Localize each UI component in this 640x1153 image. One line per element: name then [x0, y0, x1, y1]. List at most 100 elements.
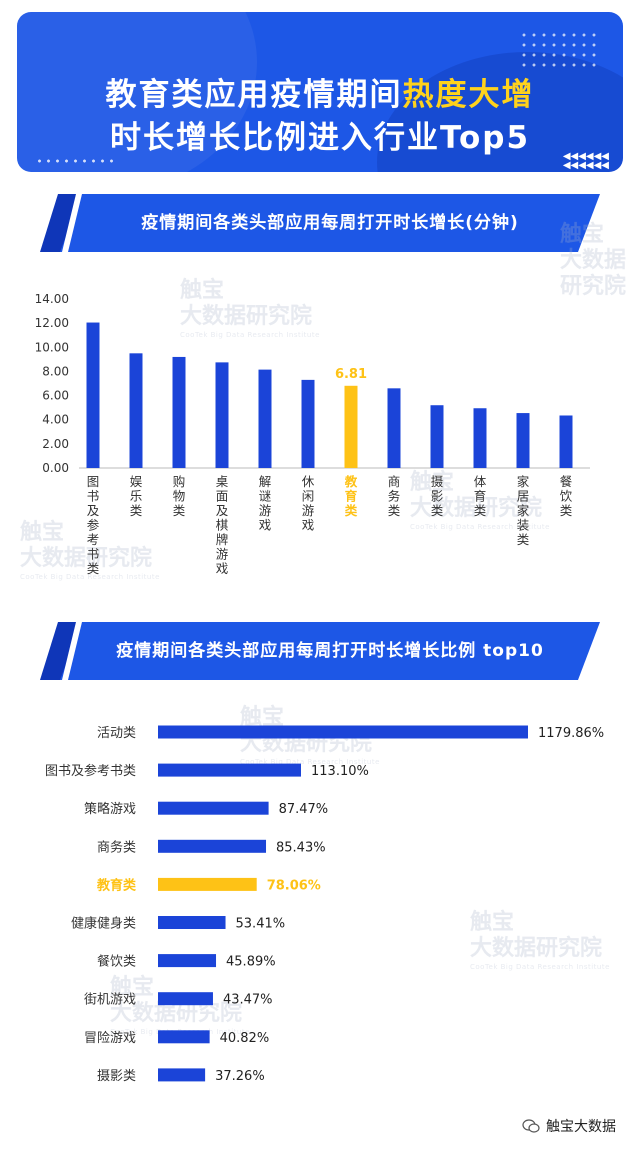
x-tick-label: 游	[302, 503, 315, 518]
data-label: 43.47%	[223, 993, 273, 1008]
x-tick-label: 书	[87, 489, 100, 504]
y-tick-label: 2.00	[42, 437, 69, 451]
y-tick-label: 教育类	[96, 877, 137, 893]
chart2-title: 疫情期间各类头部应用每周打开时长增长比例 top10	[116, 641, 544, 661]
x-tick-label: 类	[560, 503, 573, 518]
x-tick-label: 装	[517, 518, 530, 533]
page-title-line1: 教育类应用疫情期间热度大增	[17, 69, 623, 114]
x-tick-label: 类	[474, 503, 487, 518]
footer-brand-text: 触宝大数据	[546, 1119, 616, 1135]
x-tick-label: 桌	[216, 474, 229, 489]
page-title-line2: 时长增长比例进入行业Top5	[109, 120, 531, 156]
x-tick-label: 戏	[216, 561, 229, 576]
data-label: 78.06%	[267, 878, 321, 893]
chart2-title-bar: 疫情期间各类头部应用每周打开时长增长比例 top10	[40, 622, 600, 680]
bar	[430, 405, 444, 468]
x-tick-label: 闲	[302, 489, 315, 504]
data-label: 113.10%	[311, 764, 369, 779]
x-tick-label: 育	[345, 489, 358, 504]
bar	[158, 839, 267, 853]
title-text: 教育类应用疫情期间	[105, 77, 403, 113]
footer-brand: 触宝大数据	[522, 1116, 616, 1136]
bar	[387, 388, 401, 468]
x-tick-label: 商	[388, 474, 401, 489]
y-tick-label: 6.00	[42, 389, 69, 403]
x-tick-label: 体	[474, 474, 487, 489]
data-label: 40.82%	[220, 1031, 270, 1046]
x-tick-label: 饮	[560, 489, 573, 504]
x-tick-label: 类	[87, 561, 100, 576]
x-tick-label: 类	[431, 503, 444, 518]
y-tick-label: 冒险游戏	[84, 1031, 136, 1046]
bar	[258, 369, 272, 468]
bar	[559, 415, 573, 468]
chart1-bar-chart: 0.002.004.006.008.0010.0012.0014.00图书及参考…	[35, 292, 590, 576]
x-tick-label: 及	[216, 503, 229, 518]
data-label: 87.47%	[279, 802, 329, 817]
x-tick-label: 谜	[259, 489, 272, 504]
y-tick-label: 8.00	[42, 364, 69, 378]
bar	[473, 408, 487, 468]
x-tick-label: 休	[302, 474, 315, 489]
data-label: 85.43%	[276, 840, 326, 855]
arrows-decoration-icon: ◀◀◀◀◀◀ ◀◀◀◀◀◀	[562, 151, 609, 171]
bar	[344, 385, 358, 468]
chart1-title-bar: 疫情期间各类头部应用每周打开时长增长(分钟)	[40, 194, 600, 252]
data-label: 1179.86%	[538, 726, 604, 741]
title-highlight: 热度大增	[402, 77, 535, 113]
x-tick-label: 餐	[560, 474, 573, 489]
x-tick-label: 参	[87, 518, 100, 533]
y-tick-label: 餐饮类	[97, 954, 136, 970]
bar	[86, 322, 100, 468]
y-tick-label: 10.00	[35, 340, 69, 354]
bar	[158, 763, 301, 777]
x-tick-label: 务	[388, 489, 401, 504]
y-tick-label: 12.00	[35, 316, 69, 330]
dot-pattern-icon	[519, 30, 599, 70]
y-tick-label: 4.00	[42, 413, 69, 427]
x-tick-label: 乐	[130, 489, 143, 504]
x-tick-label: 游	[216, 547, 229, 562]
y-tick-label: 0.00	[42, 461, 69, 475]
x-tick-label: 游	[259, 503, 272, 518]
x-tick-label: 教	[344, 474, 358, 489]
bar	[158, 877, 257, 891]
x-tick-label: 购	[173, 474, 186, 489]
x-tick-label: 书	[87, 547, 100, 562]
x-tick-label: 戏	[302, 518, 315, 533]
x-tick-label: 棋	[216, 518, 229, 533]
x-tick-label: 解	[259, 474, 272, 489]
x-tick-label: 类	[517, 532, 530, 547]
header-banner: ◀◀◀◀◀◀ ◀◀◀◀◀◀ 教育类应用疫情期间热度大增 时长增长比例进入行业To…	[17, 12, 623, 172]
bar	[301, 379, 315, 468]
y-tick-label: 14.00	[35, 292, 69, 306]
bar	[158, 916, 226, 929]
bar	[158, 954, 217, 968]
x-tick-label: 家	[517, 503, 530, 518]
y-tick-label: 策略游戏	[84, 801, 136, 817]
y-tick-label: 图书及参考书类	[45, 763, 136, 779]
y-tick-label: 商务类	[97, 839, 136, 855]
bar	[172, 356, 186, 468]
bar	[158, 1068, 206, 1082]
wechat-icon	[522, 1119, 540, 1133]
data-label: 45.89%	[226, 955, 276, 970]
x-tick-label: 家	[517, 474, 530, 489]
data-label: 53.41%	[236, 917, 286, 932]
x-tick-label: 图	[87, 474, 100, 489]
bar	[129, 353, 143, 468]
x-tick-label: 类	[388, 503, 401, 518]
data-label: 6.81	[335, 367, 367, 382]
x-tick-label: 类	[130, 503, 143, 518]
y-tick-label: 活动类	[97, 726, 136, 741]
chart2-horizontal-bar-chart: 活动类 1179.86% 图书及参考书类 113.10% 策略游戏 87.47% 商务类 85…	[45, 725, 604, 1084]
x-tick-label: 育	[474, 489, 487, 504]
x-tick-label: 居	[517, 489, 530, 504]
x-tick-label: 考	[87, 532, 100, 547]
bar	[158, 801, 269, 815]
bar	[158, 1030, 210, 1044]
x-tick-label: 物	[173, 489, 186, 504]
y-tick-label: 摄影类	[97, 1069, 136, 1084]
x-tick-label: 娱	[130, 474, 143, 489]
data-label: 37.26%	[215, 1069, 265, 1084]
